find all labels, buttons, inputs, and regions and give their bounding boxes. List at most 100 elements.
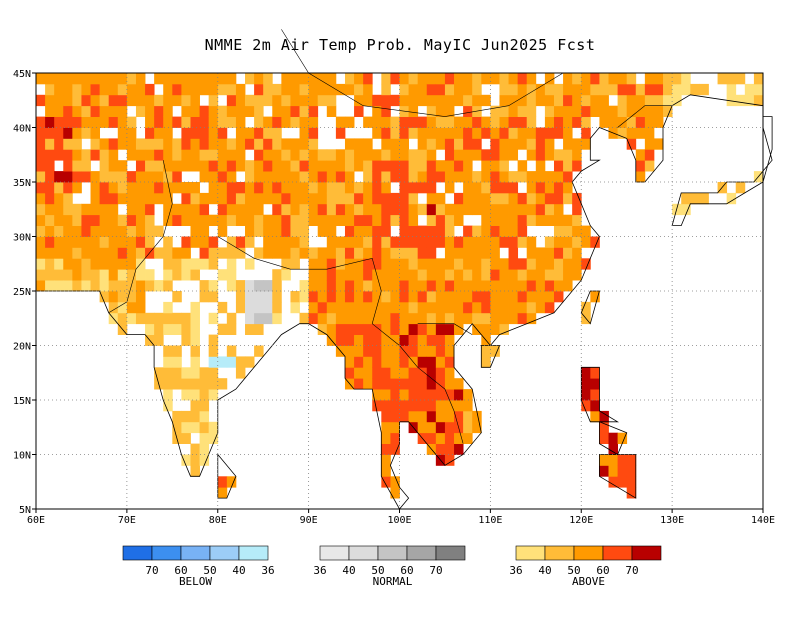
probability-cell bbox=[627, 117, 636, 128]
probability-cell bbox=[490, 291, 499, 302]
probability-cell bbox=[372, 356, 381, 367]
probability-cell bbox=[563, 171, 572, 182]
probability-cell bbox=[54, 117, 63, 128]
probability-cell bbox=[527, 280, 536, 291]
probability-cell bbox=[718, 73, 727, 84]
probability-cell bbox=[481, 215, 490, 226]
probability-cell bbox=[72, 84, 81, 95]
probability-cell bbox=[190, 455, 199, 466]
probability-cell bbox=[427, 302, 436, 313]
probability-cell bbox=[663, 95, 672, 106]
probability-cell bbox=[136, 204, 145, 215]
probability-cell bbox=[527, 84, 536, 95]
probability-cell bbox=[236, 280, 245, 291]
probability-cell bbox=[81, 84, 90, 95]
probability-cell bbox=[481, 302, 490, 313]
probability-cell bbox=[145, 324, 154, 335]
probability-cell bbox=[136, 291, 145, 302]
probability-cell bbox=[45, 247, 54, 258]
probability-cell bbox=[354, 204, 363, 215]
probability-cell bbox=[54, 247, 63, 258]
probability-cell bbox=[545, 138, 554, 149]
probability-cell bbox=[318, 160, 327, 171]
probability-cell bbox=[45, 73, 54, 84]
y-tick-label: 25N bbox=[13, 287, 31, 298]
probability-cell bbox=[290, 95, 299, 106]
probability-cell bbox=[490, 128, 499, 139]
probability-cell bbox=[590, 106, 599, 117]
probability-cell bbox=[409, 171, 418, 182]
probability-cell bbox=[400, 378, 409, 389]
probability-cell bbox=[172, 356, 181, 367]
probability-cell bbox=[54, 149, 63, 160]
probability-cell bbox=[245, 237, 254, 248]
probability-cell bbox=[400, 204, 409, 215]
probability-cell bbox=[236, 95, 245, 106]
probability-cell bbox=[81, 226, 90, 237]
probability-cell bbox=[445, 269, 454, 280]
probability-cell bbox=[427, 367, 436, 378]
probability-cell bbox=[245, 215, 254, 226]
probability-cell bbox=[345, 237, 354, 248]
probability-cell bbox=[172, 367, 181, 378]
probability-cell bbox=[309, 204, 318, 215]
probability-cell bbox=[527, 193, 536, 204]
probability-cell bbox=[554, 280, 563, 291]
probability-cell bbox=[436, 335, 445, 346]
probability-cell bbox=[363, 280, 372, 291]
probability-cell bbox=[381, 422, 390, 433]
probability-cell bbox=[427, 204, 436, 215]
probability-cell bbox=[345, 193, 354, 204]
probability-cell bbox=[290, 226, 299, 237]
probability-cell bbox=[300, 204, 309, 215]
probability-cell bbox=[481, 149, 490, 160]
probability-cell bbox=[172, 324, 181, 335]
probability-cell bbox=[436, 367, 445, 378]
probability-cell bbox=[372, 171, 381, 182]
probability-cell bbox=[91, 226, 100, 237]
probability-cell bbox=[72, 269, 81, 280]
above-legend-tick: 70 bbox=[625, 564, 638, 577]
probability-cell bbox=[636, 95, 645, 106]
probability-cell bbox=[409, 193, 418, 204]
probability-cell bbox=[45, 280, 54, 291]
probability-cell bbox=[518, 204, 527, 215]
probability-cell bbox=[309, 193, 318, 204]
probability-cell bbox=[509, 313, 518, 324]
probability-cell bbox=[163, 258, 172, 269]
probability-cell bbox=[190, 193, 199, 204]
probability-cell bbox=[390, 149, 399, 160]
probability-cell bbox=[309, 291, 318, 302]
probability-cell bbox=[236, 367, 245, 378]
probability-cell bbox=[127, 73, 136, 84]
probability-cell bbox=[345, 367, 354, 378]
probability-cell bbox=[190, 106, 199, 117]
probability-cell bbox=[63, 171, 72, 182]
probability-cell bbox=[427, 128, 436, 139]
probability-cell bbox=[554, 128, 563, 139]
probability-cell bbox=[109, 258, 118, 269]
probability-cell bbox=[618, 95, 627, 106]
probability-cell bbox=[118, 313, 127, 324]
probability-cell bbox=[254, 182, 263, 193]
probability-cell bbox=[381, 193, 390, 204]
probability-cell bbox=[381, 280, 390, 291]
probability-cell bbox=[81, 247, 90, 258]
probability-cell bbox=[436, 280, 445, 291]
probability-cell bbox=[327, 226, 336, 237]
probability-cell bbox=[254, 204, 263, 215]
probability-cell bbox=[518, 95, 527, 106]
probability-cell bbox=[100, 149, 109, 160]
probability-cell bbox=[36, 237, 45, 248]
probability-cell bbox=[327, 171, 336, 182]
probability-cell bbox=[45, 193, 54, 204]
probability-cell bbox=[336, 193, 345, 204]
probability-cell bbox=[463, 84, 472, 95]
probability-cell bbox=[472, 95, 481, 106]
probability-cell bbox=[327, 313, 336, 324]
probability-cell bbox=[318, 95, 327, 106]
probability-cell bbox=[572, 160, 581, 171]
probability-cell bbox=[354, 324, 363, 335]
probability-cell bbox=[363, 302, 372, 313]
probability-cell bbox=[263, 193, 272, 204]
